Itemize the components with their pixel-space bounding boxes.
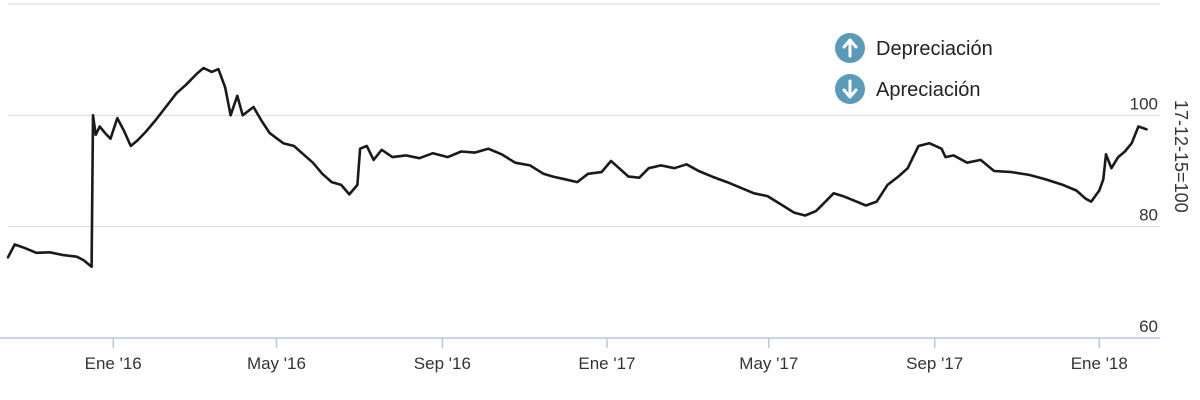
grid (8, 3, 1160, 228)
legend-item-depreciacion[interactable]: Depreciación (835, 33, 993, 63)
y-tick-label: 100 (1130, 94, 1158, 113)
legend-item-apreciacion[interactable]: Apreciación (835, 74, 981, 104)
arrow-up-circle-icon (835, 33, 865, 63)
x-tick-label: Ene '18 (1071, 354, 1128, 373)
x-tick-label: Ene '17 (578, 354, 635, 373)
legend-label-apreciacion: Apreciación (876, 79, 981, 101)
y-tick-label: 60 (1139, 317, 1158, 336)
legend: Depreciación Apreciación (835, 33, 993, 104)
x-tick-label: Sep '17 (906, 354, 963, 373)
arrow-down-circle-icon (835, 74, 865, 104)
series-line[interactable] (6, 66, 1148, 268)
y-tick-label: 80 (1139, 206, 1158, 225)
legend-label-depreciacion: Depreciación (876, 38, 993, 60)
x-tick-label: Sep '16 (414, 354, 471, 373)
x-tick-label: Ene '16 (85, 354, 142, 373)
y-axis: 60 80 100 (1130, 94, 1158, 336)
x-tick-label: May '16 (247, 354, 306, 373)
x-tick-label: May '17 (739, 354, 798, 373)
x-axis: Ene '16 May '16 Sep '16 Ene '17 May '17 Sep '… (0, 337, 1160, 373)
y-axis-title: 17-12-15=100 (1171, 100, 1191, 213)
